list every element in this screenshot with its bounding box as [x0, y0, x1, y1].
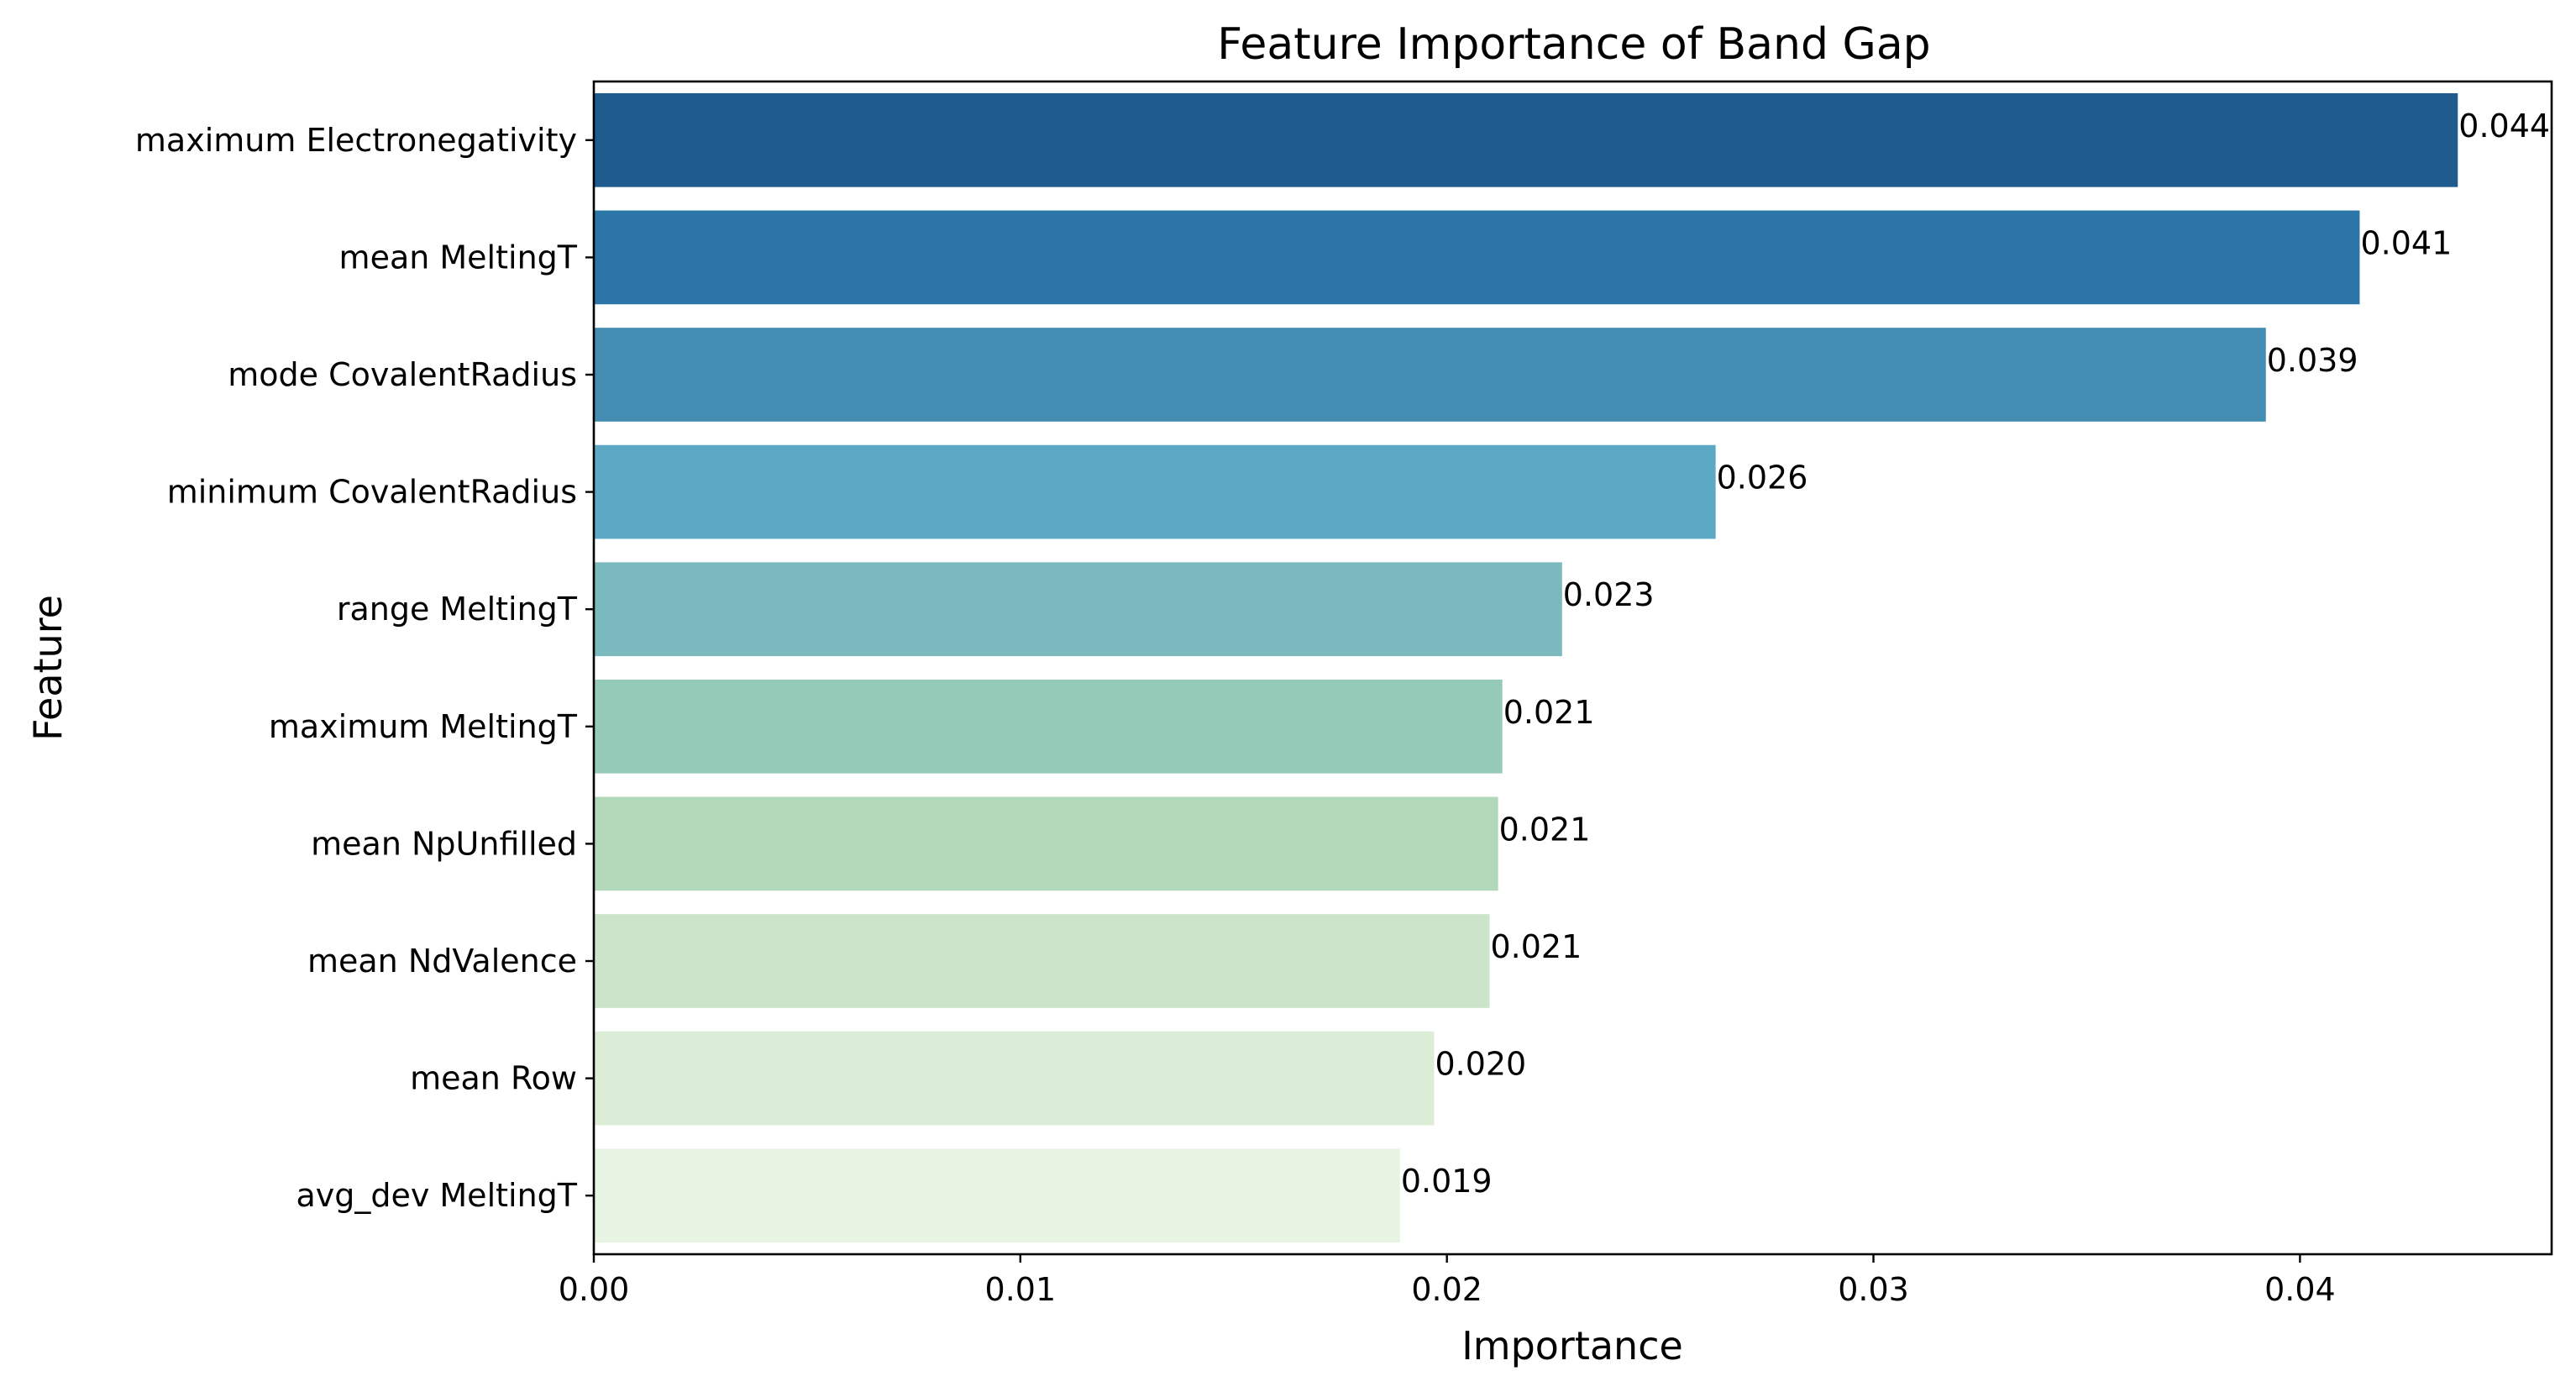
bar-value-label: 0.019: [1401, 1163, 1493, 1200]
bar-value-label: 0.039: [2267, 342, 2358, 379]
y-tick-label: mode CovalentRadius: [228, 356, 577, 393]
bar: [594, 444, 1716, 539]
bar-value-label: 0.020: [1435, 1046, 1526, 1083]
x-tick-label: 0.03: [1838, 1271, 1909, 1308]
bar: [594, 914, 1490, 1008]
x-tick-label: 0.04: [2264, 1271, 2336, 1308]
bar-value-label: 0.021: [1490, 928, 1582, 965]
y-tick-label: maximum Electronegativity: [135, 122, 577, 159]
bar-value-label: 0.021: [1503, 694, 1595, 731]
y-tick-label: avg_dev MeltingT: [296, 1177, 577, 1214]
bar: [594, 1148, 1400, 1243]
x-axis-title: Importance: [1461, 1323, 1683, 1368]
y-tick-label: minimum CovalentRadius: [167, 474, 577, 511]
value-labels-layer: 0.044 0.041 0.039 0.026 0.023 0.021 0.021 0.021…: [1401, 108, 2550, 1200]
x-tick-label: 0.00: [559, 1271, 630, 1308]
y-tick-label: range MeltingT: [337, 591, 578, 628]
bar: [594, 796, 1498, 891]
bar-value-label: 0.023: [1563, 576, 1655, 613]
bar-value-label: 0.026: [1717, 460, 1808, 496]
bar: [594, 92, 2458, 187]
bar: [594, 210, 2360, 305]
bar: [594, 328, 2266, 422]
bar: [594, 1031, 1435, 1126]
y-axis-title: Feature: [25, 595, 71, 741]
bar-value-label: 0.041: [2360, 224, 2452, 261]
x-tick-label: 0.01: [985, 1271, 1057, 1308]
chart-title: Feature Importance of Band Gap: [1217, 19, 1930, 70]
bar: [594, 679, 1503, 774]
plot-frame: [592, 80, 2553, 1256]
y-axis: maximum Electronegativity mean MeltingT mo…: [135, 122, 594, 1214]
y-tick-label: mean NpUnfilled: [311, 825, 577, 862]
bars-layer: [594, 92, 2458, 1243]
y-tick-label: mean Row: [410, 1060, 577, 1097]
bar-value-label: 0.021: [1499, 811, 1591, 848]
y-tick-label: maximum MeltingT: [269, 708, 578, 745]
x-tick-label: 0.02: [1411, 1271, 1482, 1308]
bar: [594, 562, 1562, 657]
y-tick-label: mean MeltingT: [339, 239, 578, 276]
y-tick-label: mean NdValence: [307, 943, 577, 980]
x-axis: 0.00 0.01 0.02 0.03 0.04: [559, 1254, 2336, 1308]
bar-value-label: 0.044: [2458, 108, 2550, 144]
